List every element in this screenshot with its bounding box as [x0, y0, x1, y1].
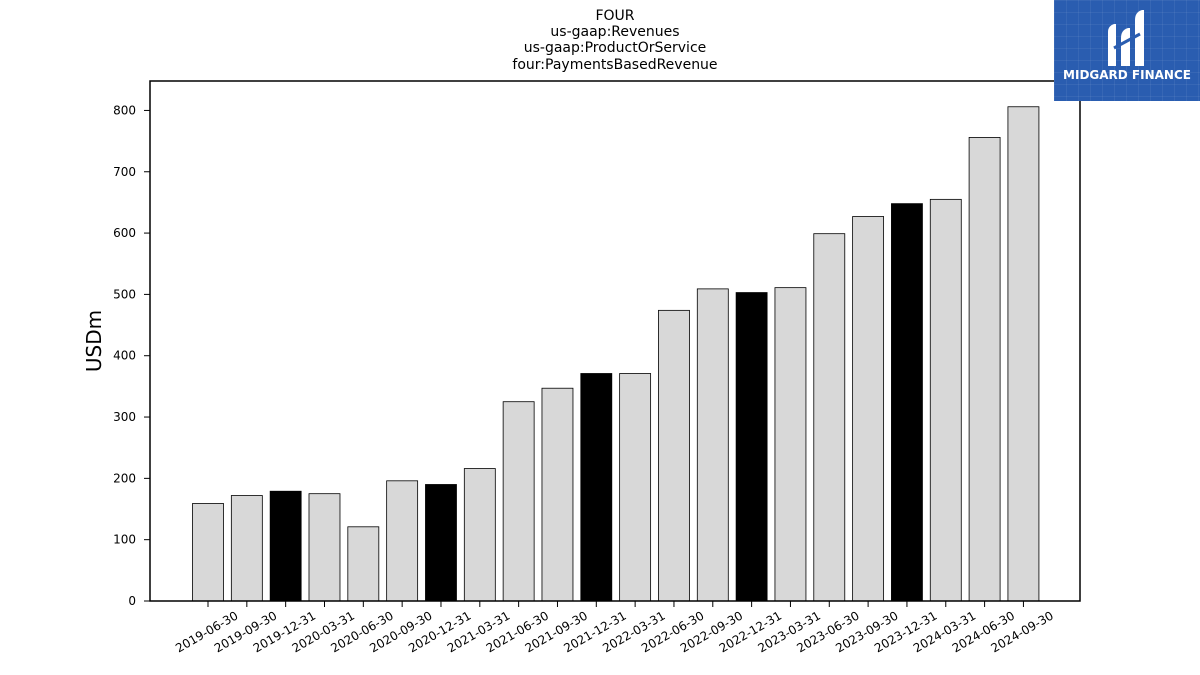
y-axis-label: USDm [82, 310, 106, 372]
chart-title-line-3: us-gaap:ProductOrService [524, 40, 707, 56]
y-tick-label: 500 [113, 287, 136, 301]
bar-2024-06-30 [968, 137, 1001, 602]
bar-2023-09-30 [852, 216, 885, 602]
bar-2022-09-30 [696, 288, 729, 602]
bar-2024-03-31 [929, 198, 962, 602]
y-axis-ticks: 0 100 200 300 400 500 600 700 800 [113, 103, 150, 608]
chart-title-line-1: FOUR [595, 8, 634, 24]
bar-2020-06-30 [347, 526, 380, 602]
bar-2021-12-31 [580, 373, 613, 602]
y-tick-label: 600 [113, 226, 136, 240]
y-tick-label: 700 [113, 165, 136, 179]
y-tick-label: 100 [113, 533, 136, 547]
y-tick-label: 200 [113, 471, 136, 485]
y-tick-label: 300 [113, 410, 136, 424]
bar-2021-09-30 [541, 387, 574, 602]
bar-2020-03-31 [308, 493, 341, 602]
bar-2020-09-30 [386, 480, 419, 602]
bar-2021-03-31 [463, 468, 496, 602]
bar-2023-12-31 [891, 203, 923, 602]
y-tick-label: 400 [113, 349, 136, 363]
bar-2019-06-30 [192, 503, 224, 602]
y-tick-label: 800 [113, 103, 136, 117]
bar-2019-12-31 [269, 490, 302, 602]
bar-2023-03-31 [774, 287, 807, 602]
brand-logo: MIDGARD FINANCE [1054, 0, 1200, 101]
chart-title-line-2: us-gaap:Revenues [550, 24, 679, 40]
bars-group [192, 106, 1040, 602]
plot-frame [149, 80, 1081, 602]
logo-text: MIDGARD FINANCE [1063, 68, 1191, 82]
bar-2022-12-31 [735, 292, 768, 602]
bar-2022-06-30 [658, 309, 690, 602]
chart-title-line-4: four:PaymentsBasedRevenue [512, 57, 717, 73]
x-axis-ticks: 2019-06-302019-09-302019-12-312020-03-31… [173, 601, 1056, 655]
bar-2022-03-31 [619, 373, 652, 602]
bar-2023-06-30 [813, 233, 846, 602]
midgard-logo-icon [1108, 10, 1144, 66]
chart-title: FOUR us-gaap:Revenues us-gaap:ProductOrS… [512, 8, 717, 73]
bar-2019-09-30 [230, 495, 263, 602]
bar-2020-12-31 [425, 484, 457, 602]
bar-2021-06-30 [502, 401, 535, 602]
y-tick-label: 0 [128, 594, 136, 608]
bar-2024-09-30 [1007, 106, 1040, 602]
